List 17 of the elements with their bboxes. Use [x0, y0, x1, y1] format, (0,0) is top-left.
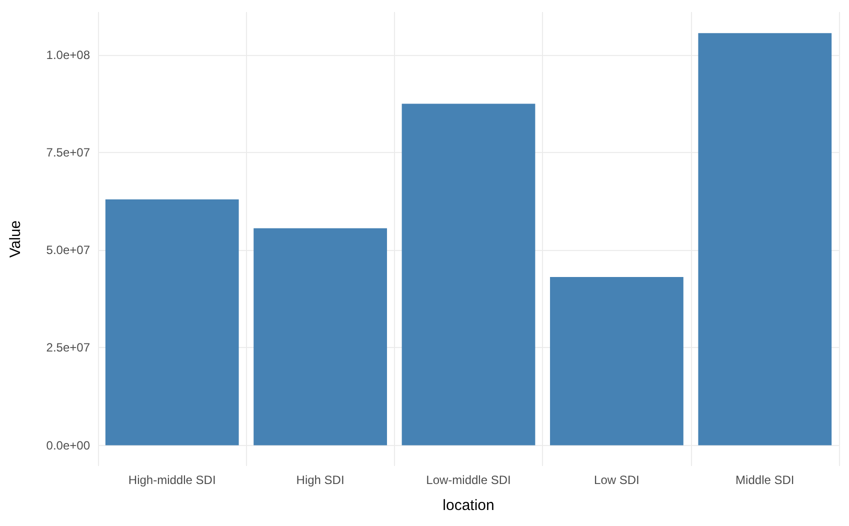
bar: [105, 199, 239, 446]
x-tick-label: Low-middle SDI: [426, 473, 511, 487]
x-tick-label: High SDI: [296, 473, 344, 487]
x-tick-label: Low SDI: [594, 473, 640, 487]
bar: [402, 104, 536, 446]
bar: [254, 228, 387, 446]
y-tick-label: 0.0e+00: [46, 438, 90, 452]
y-tick-label: 2.5e+07: [46, 340, 90, 355]
x-tick-label: Middle SDI: [736, 473, 794, 487]
y-tick-label: 7.5e+07: [46, 146, 90, 160]
x-tick-label: High-middle SDI: [128, 473, 216, 487]
bar: [698, 33, 832, 446]
y-tick-label: 1.0e+08: [46, 48, 90, 62]
bar: [550, 277, 684, 446]
y-axis-title: Value: [7, 220, 24, 258]
x-axis-title: location: [442, 497, 494, 514]
y-tick-label: 5.0e+07: [46, 243, 90, 258]
